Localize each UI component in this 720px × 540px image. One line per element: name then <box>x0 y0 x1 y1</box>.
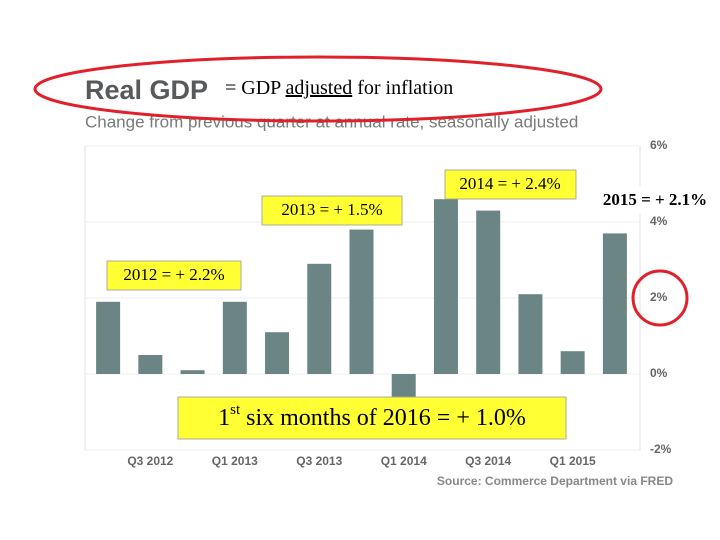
annotation-part: for inflation <box>352 77 453 99</box>
callout-box <box>444 169 577 200</box>
bar <box>391 374 416 397</box>
callout-part: st <box>230 402 241 418</box>
callout-box <box>261 195 403 226</box>
callout: 2014 = + 2.4% <box>459 174 560 193</box>
bar <box>560 351 585 374</box>
y-tick-label: 2% <box>650 290 668 304</box>
x-tick-label: Q1 2014 <box>381 454 427 468</box>
annotation-part: = GDP <box>225 77 286 99</box>
source: Source: Commerce Department via FRED <box>437 474 673 488</box>
marks: -2% 0% 2% 4% 6% Q3 2012 Q1 2013 Q3 2013 Q1 2014 Q… <box>85 138 672 468</box>
callout: 2012 = + 2.2% <box>123 265 224 284</box>
x-tick-label: Q3 2013 <box>296 454 342 468</box>
bar <box>433 199 458 374</box>
highlight-circle <box>631 269 689 327</box>
callout-part: 1 <box>218 405 230 431</box>
x-tick-label: Q1 2015 <box>550 454 596 468</box>
bar <box>518 294 543 374</box>
bar <box>180 370 205 374</box>
x-tick-label: Q1 2013 <box>212 454 258 468</box>
bar <box>476 210 501 374</box>
y-tick-label: 6% <box>650 138 668 152</box>
y-tick-label: 0% <box>650 366 668 380</box>
y-tick-label: 4% <box>650 214 668 228</box>
bar <box>602 233 627 374</box>
callout-box <box>177 396 567 440</box>
callout: 2015 = + 2.1% <box>603 190 707 209</box>
callout-box <box>592 186 718 214</box>
callout: 1st six months of 2016 = + 1.0% <box>218 402 526 430</box>
bar <box>138 355 163 374</box>
bar <box>307 263 332 374</box>
bar <box>96 301 121 374</box>
callout: 2013 = + 1.5% <box>281 200 382 219</box>
callout-part: six months of 2016 = + 1.0% <box>240 405 526 431</box>
annotation: = GDP adjusted for inflation <box>225 77 453 99</box>
highlight-ellipse <box>33 55 603 123</box>
x-tick-label: Q3 2012 <box>127 454 173 468</box>
annotation-part: adjusted <box>286 77 353 99</box>
callout-box <box>106 260 242 291</box>
chart-title: Real GDP <box>85 75 208 105</box>
y-tick-label: -2% <box>650 442 672 456</box>
bar <box>265 332 290 374</box>
x-tick-label: Q3 2014 <box>465 454 511 468</box>
bar <box>349 229 374 374</box>
bar <box>222 301 247 374</box>
